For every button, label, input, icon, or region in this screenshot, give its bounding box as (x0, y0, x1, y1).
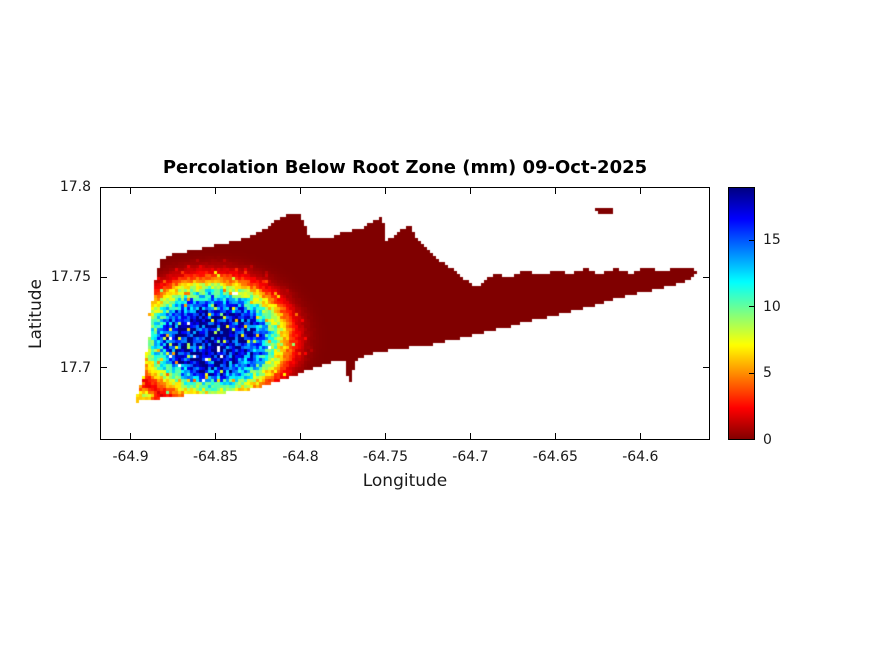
y-tick-mark (101, 367, 107, 369)
colorbar-tick-label: 15 (763, 232, 781, 249)
x-tick-mark-top (130, 188, 132, 194)
x-tick-mark (215, 433, 217, 439)
colorbar-tick-label: 5 (763, 365, 772, 382)
x-tick-mark-top (384, 188, 386, 194)
x-tick-label: -64.6 (622, 449, 659, 465)
y-axis-label: Latitude (26, 279, 46, 349)
y-tick-mark-right (703, 276, 709, 278)
x-tick-label: -64.7 (452, 449, 489, 465)
colorbar-tick-mark (749, 372, 754, 374)
x-tick-label: -64.9 (112, 449, 149, 465)
plot-title: Percolation Below Root Zone (mm) 09-Oct-… (162, 157, 648, 178)
x-tick-label: -64.8 (282, 449, 319, 465)
x-tick-mark (554, 433, 556, 439)
percolation-heatmap-canvas (100, 187, 710, 440)
y-tick-mark (101, 186, 107, 188)
y-tick-mark-right (703, 186, 709, 188)
x-tick-mark (469, 433, 471, 439)
colorbar-tick-label: 10 (763, 298, 781, 315)
x-tick-label: -64.65 (532, 449, 578, 465)
y-tick-label: 17.75 (50, 269, 91, 286)
x-tick-mark-top (215, 188, 217, 194)
colorbar-tick-mark (749, 306, 754, 308)
colorbar-tick-mark (749, 438, 754, 440)
x-tick-mark-top (639, 188, 641, 194)
colorbar-gradient (728, 187, 755, 440)
x-tick-mark-top (300, 188, 301, 194)
y-tick-label: 17.7 (59, 359, 91, 376)
y-tick-mark-right (703, 367, 709, 369)
x-tick-mark (300, 433, 301, 439)
x-tick-mark (639, 433, 641, 439)
x-axis-label: Longitude (362, 471, 448, 491)
x-tick-mark (384, 433, 386, 439)
x-tick-mark-top (554, 188, 556, 194)
x-tick-label: -64.85 (192, 449, 239, 465)
x-tick-mark-top (469, 188, 471, 194)
colorbar-tick-label: 0 (763, 432, 772, 448)
colorbar-tick-mark (749, 239, 754, 241)
y-tick-mark (101, 276, 107, 278)
y-tick-label: 17.8 (59, 179, 91, 195)
x-tick-label: -64.75 (362, 449, 409, 465)
x-tick-mark (130, 433, 132, 439)
